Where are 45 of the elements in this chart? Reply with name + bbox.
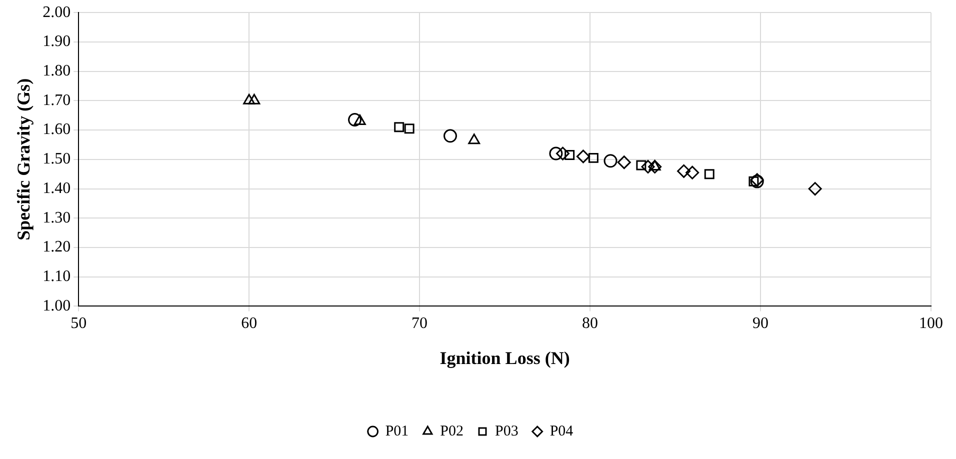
point — [564, 150, 575, 160]
point — [549, 146, 563, 160]
x-axis-title: Ignition Loss (N) — [440, 348, 570, 368]
x-tick-label: 80 — [582, 315, 598, 332]
y-tick-label: 1.00 — [42, 297, 71, 314]
point — [588, 152, 598, 163]
point — [704, 169, 714, 180]
point — [404, 124, 414, 134]
x-tick-label: 100 — [919, 315, 943, 332]
point — [686, 166, 700, 180]
point — [394, 122, 404, 132]
y-tick-label: 1.60 — [42, 121, 71, 138]
point — [636, 160, 646, 170]
point — [243, 94, 256, 104]
y-tick-label: 1.40 — [42, 180, 71, 197]
x-tick-label: 60 — [241, 315, 258, 332]
legend-label: P04 — [550, 423, 574, 440]
point — [468, 134, 480, 144]
y-axis-title: Specific Gravity (Gs) — [13, 78, 34, 240]
x-tick-label: 90 — [752, 315, 769, 332]
legend-label: P02 — [440, 423, 464, 440]
y-tick-label: 1.70 — [42, 92, 71, 109]
point — [348, 113, 362, 127]
legend-label: P01 — [385, 423, 409, 440]
point — [604, 154, 618, 168]
point — [556, 146, 570, 160]
point — [576, 150, 590, 164]
point — [248, 94, 260, 104]
point — [677, 164, 691, 178]
y-tick-label: 1.10 — [42, 268, 71, 286]
y-tick-label: 2.00 — [42, 4, 71, 21]
point — [617, 156, 631, 170]
point — [443, 129, 457, 143]
point — [808, 182, 822, 196]
x-tick-label: 70 — [412, 315, 428, 332]
point — [354, 114, 366, 125]
x-tick-label: 50 — [70, 315, 87, 332]
y-tick-label: 1.30 — [42, 209, 71, 226]
y-tick-label: 1.90 — [42, 33, 71, 50]
point — [641, 160, 655, 174]
point — [648, 160, 662, 174]
y-tick-label: 1.20 — [42, 238, 71, 256]
legend-label: P03 — [495, 423, 518, 440]
y-tick-label: 1.80 — [42, 62, 71, 80]
y-tick-label: 1.50 — [42, 150, 71, 168]
